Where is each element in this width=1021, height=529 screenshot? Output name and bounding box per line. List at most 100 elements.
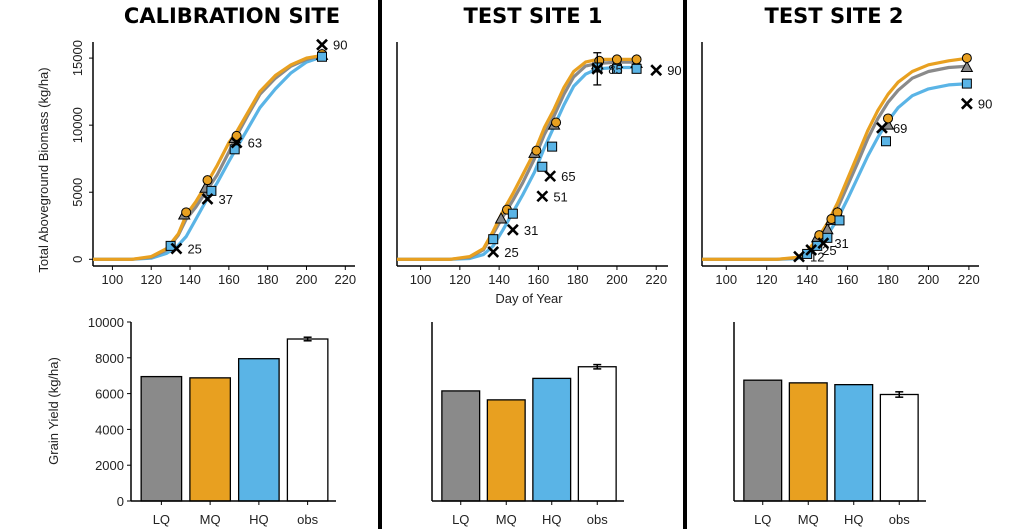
obs-marker-x	[506, 223, 519, 236]
x-tick-label: 140	[796, 272, 818, 287]
obs-marker-x	[591, 62, 604, 75]
bar-obs	[577, 366, 617, 502]
bar-category-label: MQ	[496, 512, 517, 527]
obs-stage-label: 90	[978, 97, 992, 112]
grain-y-axis-label: Grain Yield (kg/ha)	[46, 357, 61, 465]
bar-category-label: obs	[889, 512, 910, 527]
bar-category-label: obs	[587, 512, 608, 527]
panel-1: 100 120 140 160 180 200 220 25 31 51 65 85 90 LQ MQ HQ o…	[396, 42, 682, 527]
bar-category-label: HQ	[249, 512, 269, 527]
x-tick-label: 160	[837, 272, 859, 287]
x-tick-label: 120	[449, 272, 471, 287]
x-tick-label: 120	[756, 272, 778, 287]
marker-mq-circle	[961, 53, 972, 64]
marker-lq-triangle	[494, 212, 508, 224]
obs-marker-x	[876, 121, 888, 134]
panel-title-calibration: CALIBRATION SITE	[124, 4, 340, 28]
bar-hq	[834, 383, 874, 502]
x-tick-label: 100	[715, 272, 737, 287]
panel-title-test-site-1: TEST SITE 1	[464, 4, 603, 28]
bar-category-label: LQ	[452, 512, 469, 527]
grain-y-tick-label: 4000	[95, 422, 124, 437]
x-tick-label: 160	[218, 272, 240, 287]
marker-mq-circle	[551, 117, 562, 128]
marker-hq-square	[488, 234, 499, 245]
x-tick-label: 100	[102, 272, 124, 287]
obs-marker-x	[544, 170, 557, 183]
x-tick-label: 120	[140, 272, 162, 287]
marker-mq-circle	[531, 145, 542, 156]
obs-stage-label: 25	[187, 242, 201, 257]
bar-obs	[879, 393, 919, 502]
obs-stage-label: 85	[608, 62, 622, 77]
bar-category-label: HQ	[844, 512, 864, 527]
x-tick-label: 160	[528, 272, 550, 287]
bar-category-label: MQ	[798, 512, 819, 527]
bar-mq	[189, 377, 232, 502]
marker-mq-circle	[231, 130, 242, 141]
obs-stage-label: 69	[893, 121, 907, 136]
x-tick-label: 100	[410, 272, 432, 287]
marker-mq-circle	[631, 54, 642, 65]
bar-category-label: MQ	[200, 512, 221, 527]
obs-marker-x	[487, 245, 500, 258]
obs-stage-label: 65	[561, 169, 575, 184]
plots-layer: 100 120 140 160 180 200 220 0 5000 10000 15000 25 37…	[70, 38, 992, 527]
obs-stage-label: 31	[524, 223, 538, 238]
y-tick-label: 15000	[70, 40, 85, 76]
marker-hq-square	[611, 63, 622, 74]
y-tick-label: 0	[70, 256, 85, 263]
x-tick-label: 220	[645, 272, 667, 287]
obs-marker-x	[805, 243, 818, 256]
series-line-mq	[93, 53, 323, 261]
obs-marker-x	[170, 242, 183, 255]
series-line-hq	[397, 65, 637, 261]
marker-mq-circle	[883, 113, 894, 124]
y-tick-label: 5000	[70, 178, 85, 207]
obs-stage-label: 90	[333, 38, 347, 53]
obs-marker-x	[650, 64, 663, 77]
grain-y-tick-label: 0	[117, 494, 124, 509]
x-tick-label: 180	[567, 272, 589, 287]
marker-hq-square	[631, 63, 642, 74]
grain-y-tick-label: 2000	[95, 458, 124, 473]
marker-hq-square	[537, 161, 548, 172]
biomass-y-axis-label: Total Aboveground Biomass (kg/ha)	[36, 67, 51, 272]
obs-stage-label: 51	[553, 189, 567, 204]
marker-mq-circle	[181, 207, 192, 218]
bar-lq	[441, 390, 481, 502]
grain-y-tick-label: 6000	[95, 387, 124, 402]
x-tick-label: 220	[958, 272, 980, 287]
bar-category-label: obs	[297, 512, 318, 527]
series-line-hq	[93, 55, 323, 261]
bar-lq	[140, 375, 183, 502]
marker-hq-square	[880, 136, 891, 147]
marker-hq-square	[547, 141, 558, 152]
x-tick-label: 200	[296, 272, 318, 287]
obs-stage-label: 31	[834, 236, 848, 251]
x-tick-label: 180	[877, 272, 899, 287]
obs-stage-label: 63	[248, 136, 262, 151]
x-tick-label: 200	[918, 272, 940, 287]
obs-marker-x	[316, 38, 328, 51]
marker-hq-square	[507, 208, 518, 219]
grain-y-tick-label: 8000	[95, 351, 124, 366]
x-tick-label: 220	[334, 272, 356, 287]
marker-hq-square	[317, 51, 328, 62]
obs-stage-label: 37	[219, 192, 233, 207]
obs-marker-x	[536, 190, 549, 203]
obs-marker-x	[793, 250, 805, 263]
bar-lq	[743, 379, 783, 502]
obs-marker-x	[230, 136, 243, 149]
bar-hq	[237, 358, 280, 502]
bar-hq	[532, 377, 572, 502]
x-tick-label: 140	[488, 272, 510, 287]
bar-mq	[788, 382, 828, 502]
obs-stage-label: 25	[504, 245, 518, 260]
obs-stage-label: 90	[667, 63, 681, 78]
y-tick-label: 10000	[70, 107, 85, 143]
obs-marker-x	[960, 97, 973, 110]
panel-title-test-site-2: TEST SITE 2	[765, 4, 904, 28]
